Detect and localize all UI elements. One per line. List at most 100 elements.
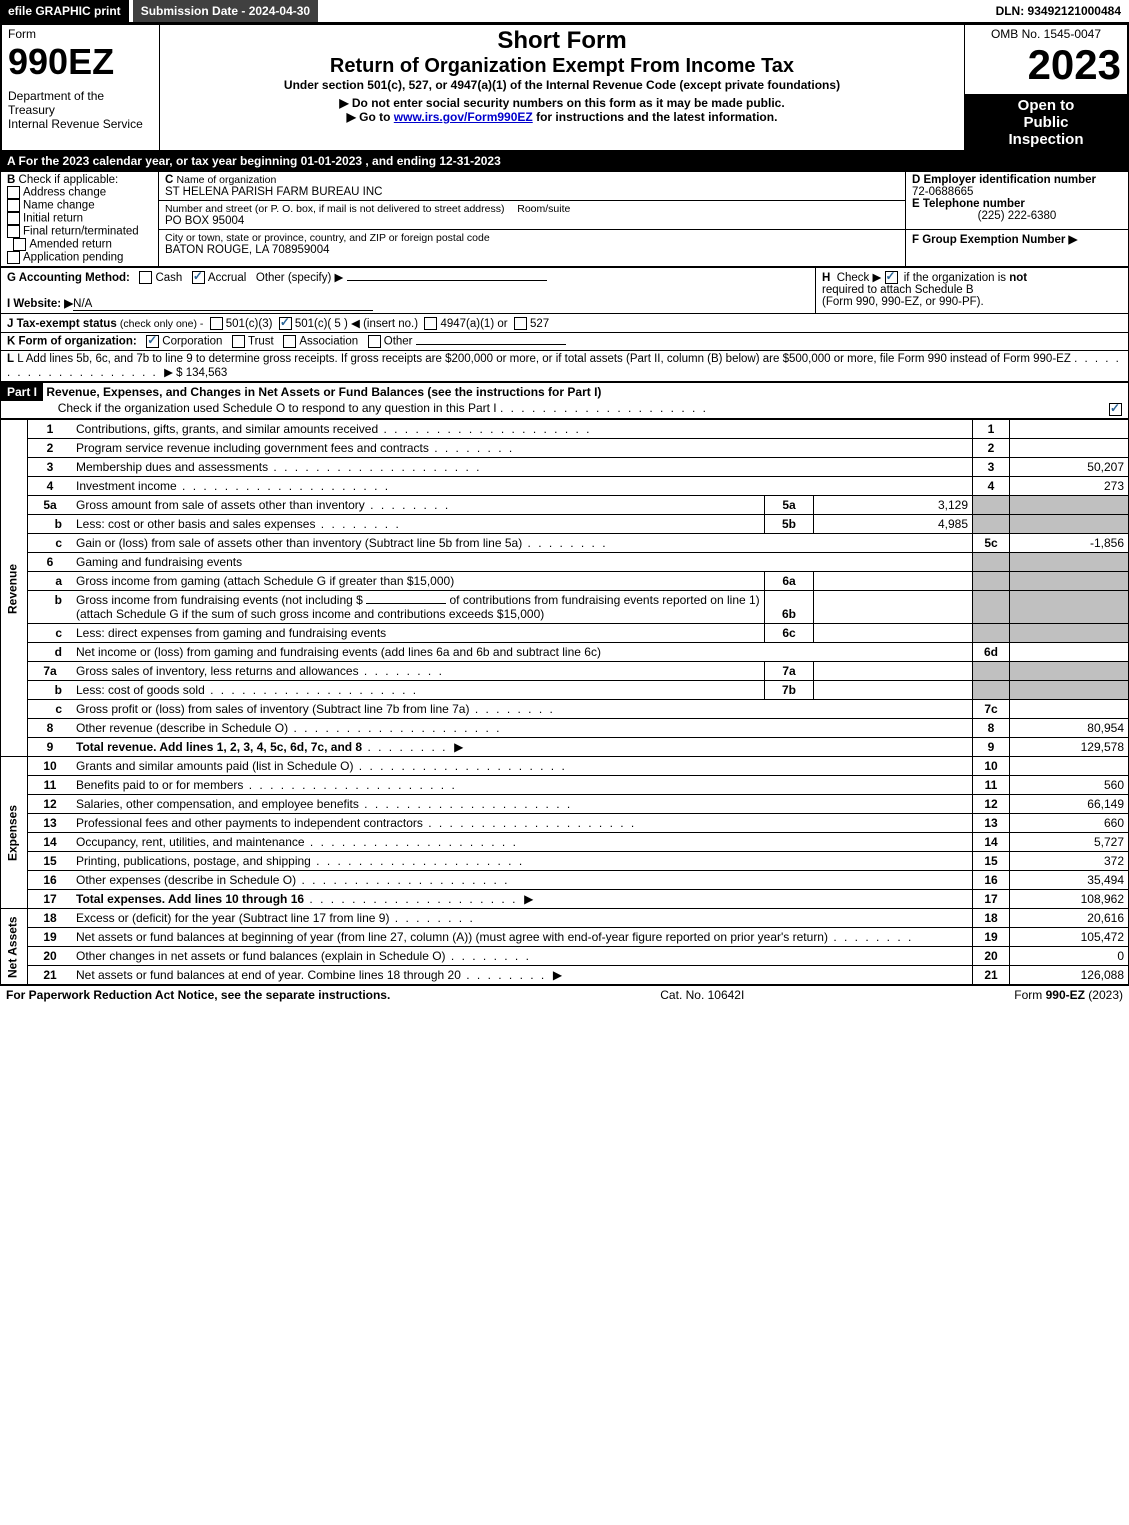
l7b-sv	[814, 681, 973, 700]
l3-num: 3	[28, 458, 73, 477]
l11-desc: Benefits paid to or for members	[76, 778, 243, 792]
h-text1: Check ▶	[837, 272, 882, 284]
footer-left: For Paperwork Reduction Act Notice, see …	[6, 988, 390, 1002]
checkbox-4947[interactable]	[424, 317, 437, 330]
l6a-shade	[973, 572, 1010, 591]
l6b-sv	[814, 591, 973, 624]
checkbox-name[interactable]	[7, 199, 20, 212]
checkbox-501c[interactable]	[279, 317, 292, 330]
ein-value: 72-0688665	[912, 186, 973, 198]
note2-post: for instructions and the latest informat…	[533, 110, 778, 124]
checkbox-pending[interactable]	[7, 251, 20, 264]
tax-year: 2023	[971, 41, 1121, 89]
l6-desc: Gaming and fundraising events	[72, 553, 973, 572]
l1-val	[1010, 420, 1129, 439]
l20-box: 20	[973, 947, 1010, 966]
checkbox-accrual[interactable]	[192, 271, 205, 284]
revenue-table: Revenue 1 Contributions, gifts, grants, …	[0, 419, 1129, 985]
l6c-shade	[973, 624, 1010, 643]
submission-date: Submission Date - 2024-04-30	[133, 0, 318, 22]
l21-box: 21	[973, 966, 1010, 985]
irs-label: Internal Revenue Service	[8, 117, 153, 131]
part1-check: Check if the organization used Schedule …	[58, 401, 497, 415]
checkbox-cash[interactable]	[139, 271, 152, 284]
l5c-box: 5c	[973, 534, 1010, 553]
top-bar: efile GRAPHIC print Submission Date - 20…	[0, 0, 1129, 23]
l1-box: 1	[973, 420, 1010, 439]
checkbox-527[interactable]	[514, 317, 527, 330]
checkbox-final[interactable]	[7, 225, 20, 238]
l8-val: 80,954	[1010, 719, 1129, 738]
part1-dots	[500, 401, 708, 415]
l7a-shade	[973, 662, 1010, 681]
checkbox-h[interactable]	[885, 271, 898, 284]
l16-desc: Other expenses (describe in Schedule O)	[76, 873, 296, 887]
l6a-shade2	[1010, 572, 1129, 591]
k-label: K Form of organization:	[7, 336, 137, 348]
l5a-sv: 3,129	[814, 496, 973, 515]
checkbox-corp[interactable]	[146, 335, 159, 348]
l16-box: 16	[973, 871, 1010, 890]
l7b-num: b	[28, 681, 73, 700]
checkbox-address[interactable]	[7, 186, 20, 199]
l4-num: 4	[28, 477, 73, 496]
l21-desc: Net assets or fund balances at end of ye…	[76, 968, 461, 982]
l18-val: 20,616	[1010, 909, 1129, 928]
l6c-shade2	[1010, 624, 1129, 643]
l6-num: 6	[28, 553, 73, 572]
h-not: not	[1009, 272, 1027, 284]
b-name: Name change	[23, 199, 95, 211]
page-footer: For Paperwork Reduction Act Notice, see …	[0, 985, 1129, 1004]
h-label: H	[822, 272, 830, 284]
checkbox-schedule-o[interactable]	[1109, 403, 1122, 416]
l15-box: 15	[973, 852, 1010, 871]
l7b-desc: Less: cost of goods sold	[76, 683, 205, 697]
note-link: ▶ Go to www.irs.gov/Form990EZ for instru…	[166, 110, 958, 124]
checkbox-501c3[interactable]	[210, 317, 223, 330]
l7c-num: c	[28, 700, 73, 719]
l5a-desc: Gross amount from sale of assets other t…	[76, 498, 365, 512]
b-pending: Application pending	[23, 251, 123, 263]
l5c-desc: Gain or (loss) from sale of assets other…	[76, 536, 522, 550]
l11-num: 11	[28, 776, 73, 795]
l2-box: 2	[973, 439, 1010, 458]
l6c-num: c	[28, 624, 73, 643]
l14-desc: Occupancy, rent, utilities, and maintena…	[76, 835, 305, 849]
checkbox-amended[interactable]	[13, 238, 26, 251]
note-ssn: ▶ Do not enter social security numbers o…	[166, 96, 958, 110]
f-label: F Group Exemption Number ▶	[912, 234, 1077, 246]
part1-label: Part I	[1, 383, 43, 401]
efile-label[interactable]: efile GRAPHIC print	[0, 0, 129, 22]
j-c5: 501(c)( 5 ) ◀ (insert no.)	[295, 318, 418, 330]
l7a-sv	[814, 662, 973, 681]
checkbox-other[interactable]	[368, 335, 381, 348]
irs-link[interactable]: www.irs.gov/Form990EZ	[394, 110, 533, 124]
l5a-num: 5a	[28, 496, 73, 515]
h-text4: (Form 990, 990-EZ, or 990-PF).	[822, 296, 984, 308]
checkbox-assoc[interactable]	[283, 335, 296, 348]
l8-box: 8	[973, 719, 1010, 738]
checkbox-initial[interactable]	[7, 212, 20, 225]
l3-val: 50,207	[1010, 458, 1129, 477]
l6d-desc: Net income or (loss) from gaming and fun…	[76, 645, 601, 659]
l-text: L Add lines 5b, 6c, and 7b to line 9 to …	[17, 353, 1071, 365]
l19-val: 105,472	[1010, 928, 1129, 947]
b-addr: Address change	[23, 186, 106, 198]
footer-right: Form 990-EZ (2023)	[1014, 988, 1123, 1002]
l5b-desc: Less: cost or other basis and sales expe…	[76, 517, 315, 531]
l-amount: ▶ $ 134,563	[164, 367, 227, 379]
l20-val: 0	[1010, 947, 1129, 966]
b-label: B	[7, 174, 15, 186]
l6a-num: a	[28, 572, 73, 591]
l6d-num: d	[28, 643, 73, 662]
l13-val: 660	[1010, 814, 1129, 833]
checkbox-trust[interactable]	[232, 335, 245, 348]
j-c3: 501(c)(3)	[226, 318, 273, 330]
l19-box: 19	[973, 928, 1010, 947]
open2: Public	[971, 114, 1121, 131]
l16-val: 35,494	[1010, 871, 1129, 890]
k-corp: Corporation	[162, 336, 222, 348]
b-amended: Amended return	[29, 238, 111, 250]
l6c-desc: Less: direct expenses from gaming and fu…	[76, 626, 386, 640]
title-return: Return of Organization Exempt From Incom…	[166, 55, 958, 78]
